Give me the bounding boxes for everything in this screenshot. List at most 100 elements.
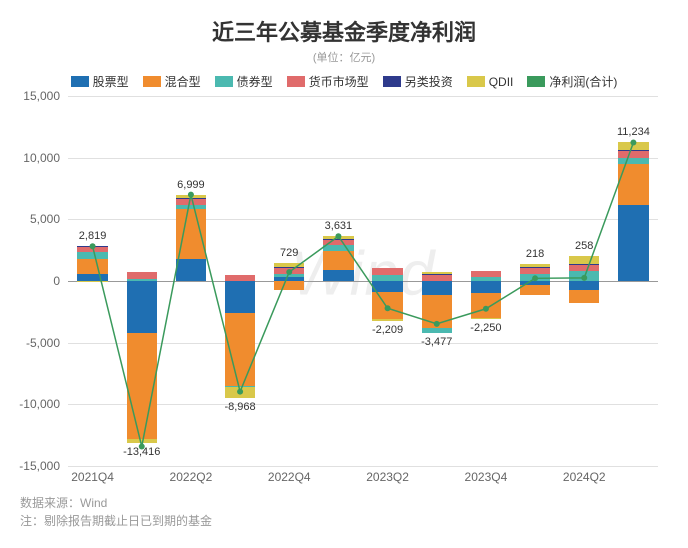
bar-segment <box>127 272 157 278</box>
bar-segment <box>225 275 255 281</box>
legend-item: 另类投资 <box>383 73 453 90</box>
bar-segment <box>422 274 452 281</box>
legend-label: 混合型 <box>165 73 201 90</box>
bar-segment <box>569 271 599 281</box>
bar-segment <box>422 274 452 275</box>
y-tick-label: -10,000 <box>19 397 60 411</box>
bar-group: -8,968 <box>225 96 255 466</box>
legend-label: 净利润(合计) <box>549 73 617 90</box>
bar-segment <box>127 333 157 439</box>
bar-segment <box>127 281 157 333</box>
bar-total-label: 218 <box>526 248 544 260</box>
legend: 股票型 混合型 债券型 货币市场型 另类投资 QDII 净利润(合计) <box>20 73 668 90</box>
plot-area: Wind -15,000-10,000-5,00005,00010,00015,… <box>68 96 658 466</box>
bar-segment <box>618 205 648 281</box>
bar-segment <box>323 270 353 281</box>
x-tick-label: 2024Q2 <box>563 470 606 484</box>
bar-segment <box>471 318 501 319</box>
bar-segment <box>274 263 304 267</box>
bar-segment <box>618 151 648 158</box>
y-axis: -15,000-10,000-5,00005,00010,00015,000 <box>20 96 64 466</box>
bar-segment <box>274 274 304 278</box>
bar-segment <box>422 281 452 295</box>
y-tick-label: -15,000 <box>19 459 60 473</box>
bar-segment <box>520 264 550 266</box>
bar-segment <box>274 267 304 268</box>
bar-segment <box>77 246 107 252</box>
legend-swatch <box>527 76 545 87</box>
y-tick-label: 10,000 <box>23 151 60 165</box>
x-tick-label: 2023Q4 <box>465 470 508 484</box>
bar-segment <box>176 259 206 281</box>
bar-group: -2,209 <box>372 96 402 466</box>
bar-segment <box>520 267 550 268</box>
x-tick-label: 2023Q2 <box>366 470 409 484</box>
chart-container: 近三年公募基金季度净利润 (单位：亿元) 股票型 混合型 债券型 货币市场型 另类投资 Q… <box>0 0 688 548</box>
legend-label: QDII <box>489 75 514 89</box>
bar-segment <box>176 195 206 198</box>
legend-label: 债券型 <box>237 73 273 90</box>
legend-label: 货币市场型 <box>309 73 369 90</box>
bar-segment <box>77 259 107 274</box>
y-tick-label: 0 <box>53 274 60 288</box>
bar-segment <box>372 292 402 319</box>
x-tick-label: 2021Q4 <box>71 470 114 484</box>
bar-total-label: 3,631 <box>325 220 353 232</box>
bar-segment <box>520 267 550 274</box>
bar-group: -2,250 <box>471 96 501 466</box>
bar-segment <box>471 271 501 278</box>
bar-segment <box>372 281 402 292</box>
bar-group: 218 <box>520 96 550 466</box>
bar-group: -3,477 <box>422 96 452 466</box>
bar-segment <box>569 256 599 264</box>
bar-segment <box>618 150 648 151</box>
bar-segment <box>471 293 501 318</box>
bar-segment <box>176 209 206 258</box>
bar-segment <box>323 239 353 240</box>
y-tick-label: -5,000 <box>26 336 60 350</box>
legend-item: 混合型 <box>143 73 201 90</box>
legend-item: 债券型 <box>215 73 273 90</box>
bar-segment <box>471 281 501 293</box>
bar-segment <box>77 252 107 259</box>
bar-segment <box>127 439 157 443</box>
bar-segment <box>618 142 648 149</box>
bar-segment <box>618 158 648 164</box>
bar-segment <box>77 274 107 281</box>
bar-segment <box>225 387 255 397</box>
legend-swatch <box>215 76 233 87</box>
bar-segment <box>77 281 107 282</box>
chart-subtitle: (单位：亿元) <box>20 49 668 65</box>
bar-segment <box>176 198 206 199</box>
bar-total-label: -13,416 <box>123 446 160 458</box>
bar-group: 258 <box>569 96 599 466</box>
bar-segment <box>520 274 550 281</box>
bar-group: 729 <box>274 96 304 466</box>
y-tick-label: 15,000 <box>23 89 60 103</box>
legend-label: 股票型 <box>93 73 129 90</box>
footer-note: 注：剔除报告期截止日已到期的基金 <box>20 512 668 530</box>
y-tick-label: 5,000 <box>30 212 60 226</box>
bar-segment <box>422 295 452 328</box>
bar-segment <box>274 267 304 273</box>
bar-segment <box>323 236 353 238</box>
bar-total-label: 11,234 <box>617 126 650 138</box>
legend-swatch <box>143 76 161 87</box>
bar-segment <box>176 205 206 210</box>
bar-segment <box>127 279 157 281</box>
bar-segment <box>471 277 501 281</box>
bar-segment <box>77 246 107 247</box>
legend-label: 另类投资 <box>405 73 453 90</box>
bar-group: 3,631 <box>323 96 353 466</box>
bar-total-label: -8,968 <box>224 401 255 413</box>
bar-segment <box>323 239 353 245</box>
legend-swatch <box>383 76 401 87</box>
chart-title: 近三年公募基金季度净利润 <box>20 15 668 47</box>
bar-segment <box>323 251 353 270</box>
bar-segment <box>569 264 599 271</box>
x-tick-label: 2022Q4 <box>268 470 311 484</box>
bar-segment <box>520 285 550 295</box>
bar-total-label: -2,250 <box>470 322 501 334</box>
bar-total-label: 729 <box>280 247 298 259</box>
bar-segment <box>569 290 599 304</box>
